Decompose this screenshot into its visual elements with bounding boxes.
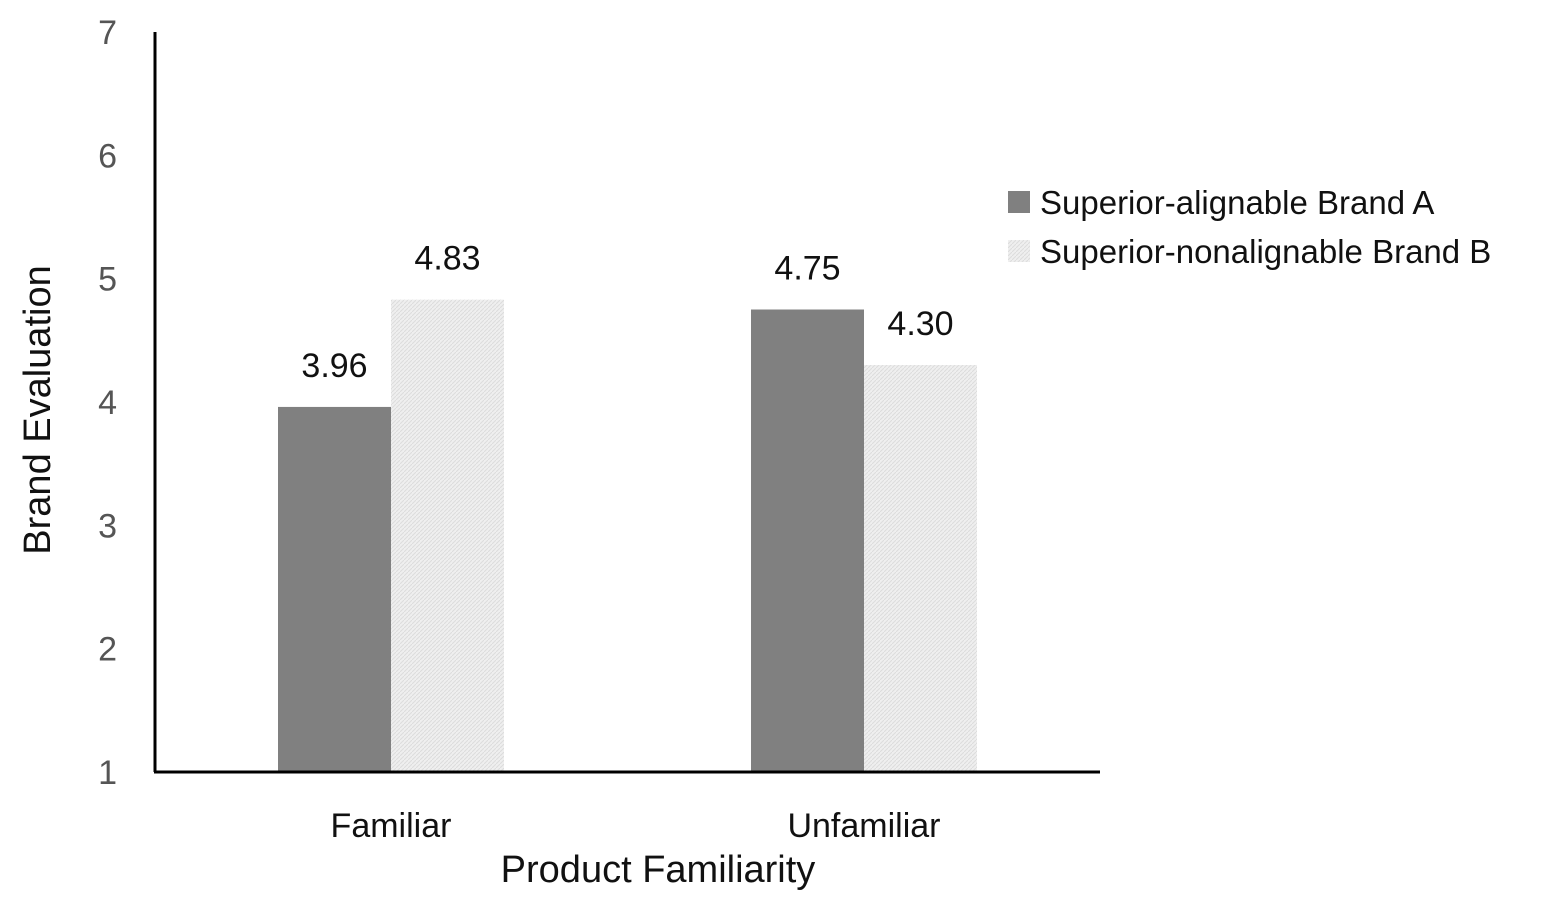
- y-tick-label: 6: [98, 137, 117, 175]
- legend-label: Superior-alignable Brand A: [1040, 184, 1434, 221]
- legend-label: Superior-nonalignable Brand B: [1040, 233, 1491, 270]
- bars: [278, 299, 977, 772]
- legend: Superior-alignable Brand A Superior-nonal…: [1008, 184, 1491, 270]
- x-category-label: Familiar: [331, 807, 452, 845]
- y-tick-label: 4: [98, 384, 117, 422]
- bar-familiar-series-1: [278, 406, 391, 772]
- y-tick-label: 5: [98, 261, 117, 299]
- x-axis-categories: Familiar Unfamiliar: [331, 807, 941, 845]
- y-axis-title: Brand Evaluation: [17, 265, 59, 554]
- y-tick-label: 7: [98, 14, 117, 52]
- y-axis-ticks: 1 2 3 4 5 6 7: [98, 14, 117, 792]
- x-category-label: Unfamiliar: [787, 807, 940, 845]
- bar-unfamiliar-series-2: [864, 365, 977, 772]
- data-label: 4.30: [887, 305, 953, 343]
- data-label: 4.75: [774, 250, 840, 288]
- legend-swatch: [1008, 240, 1030, 262]
- legend-swatch: [1008, 191, 1030, 213]
- x-axis-title: Product Familiarity: [501, 849, 816, 891]
- data-label: 3.96: [301, 347, 367, 385]
- y-tick-label: 2: [98, 631, 117, 669]
- bar-unfamiliar-series-1: [751, 309, 864, 772]
- data-label: 4.83: [414, 240, 480, 278]
- y-tick-label: 3: [98, 507, 117, 545]
- bar-familiar-series-2: [391, 299, 504, 772]
- y-tick-label: 1: [98, 754, 117, 792]
- data-labels: 3.96 4.83 4.75 4.30: [301, 240, 953, 385]
